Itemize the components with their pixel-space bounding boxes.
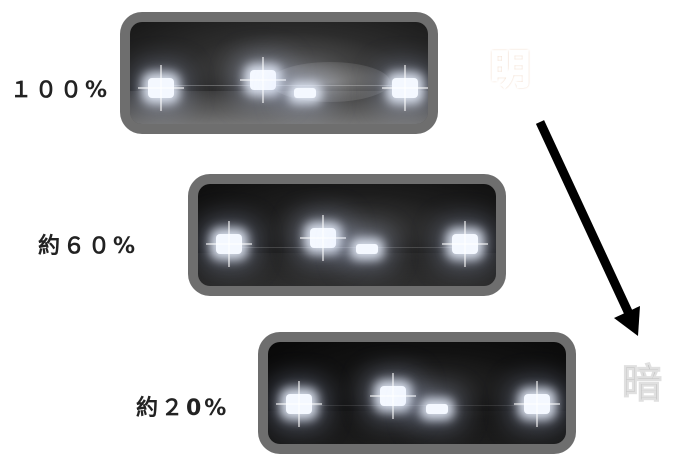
led-module: [356, 244, 378, 254]
led-module: [310, 228, 336, 248]
bright-label: 明: [489, 47, 531, 93]
brightness-label-60: 約６０%: [38, 234, 139, 259]
led-photo-20: [258, 332, 576, 454]
led-photo-60: [188, 174, 506, 296]
led-photo-image: [198, 184, 496, 286]
led-module: [524, 394, 550, 414]
led-module: [294, 88, 316, 98]
led-photo-image: [130, 22, 428, 124]
dark-label: 暗: [622, 361, 663, 407]
led-module: [426, 404, 448, 414]
led-module: [380, 386, 406, 406]
led-photo-image: [268, 342, 566, 444]
led-module: [452, 234, 478, 254]
led-module: [286, 394, 312, 414]
led-module: [250, 70, 276, 90]
led-module: [216, 234, 242, 254]
brightness-label-100: １００%: [10, 78, 111, 103]
led-module: [392, 78, 418, 98]
led-photo-100: [120, 12, 438, 134]
led-module: [148, 78, 174, 98]
brightness-label-20: 約２0%: [136, 396, 230, 421]
